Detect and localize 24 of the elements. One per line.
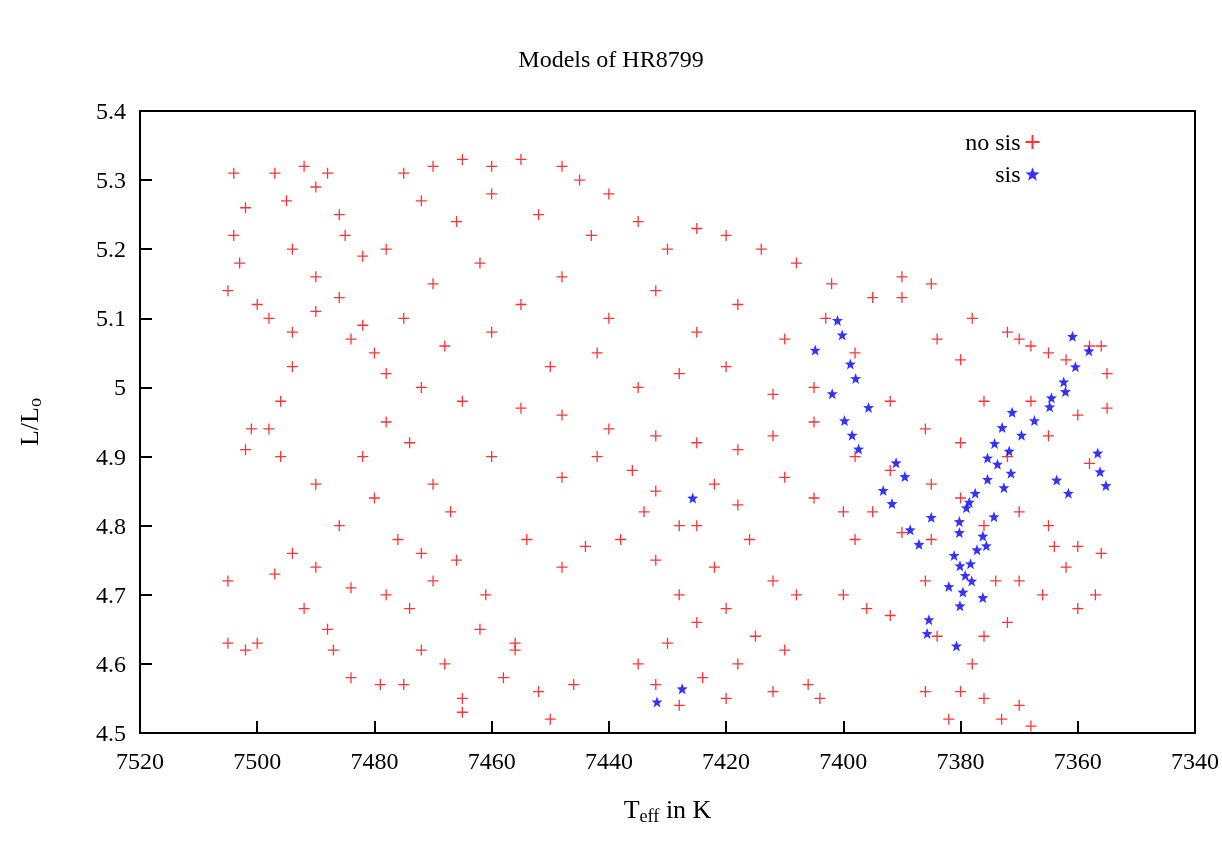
- y-tick-label: 5.2: [96, 236, 126, 263]
- y-tick-label: 4.5: [96, 720, 126, 746]
- y-tick-label: 4.9: [96, 443, 126, 470]
- x-tick-label: 7440: [584, 748, 633, 774]
- legend-label: no sis: [965, 129, 1021, 155]
- x-tick-label: 7520: [116, 748, 164, 774]
- y-tick-label: 5.1: [96, 305, 126, 332]
- y-tick-label: 5.4: [96, 98, 126, 124]
- x-tick-label: 7400: [819, 748, 868, 774]
- x-tick-label: 7360: [1053, 748, 1102, 774]
- x-tick-label: 7460: [467, 748, 516, 774]
- y-tick-label: 5.3: [96, 167, 126, 194]
- x-tick-label: 7380: [936, 748, 985, 774]
- x-tick-label: 7480: [350, 748, 399, 774]
- y-tick-label: 4.7: [96, 581, 126, 608]
- y-axis-title: L/Lo: [14, 397, 45, 447]
- y-tick-label: 4.6: [96, 650, 126, 677]
- chart-title: Models of HR8799: [518, 46, 704, 72]
- x-tick-label: 7340: [1171, 748, 1219, 774]
- x-tick-label: 7500: [233, 748, 282, 774]
- x-tick-label: 7420: [702, 748, 751, 774]
- y-tick-label: 4.8: [96, 512, 126, 539]
- y-tick-label: 5: [114, 374, 126, 401]
- legend-label: sis: [995, 161, 1021, 187]
